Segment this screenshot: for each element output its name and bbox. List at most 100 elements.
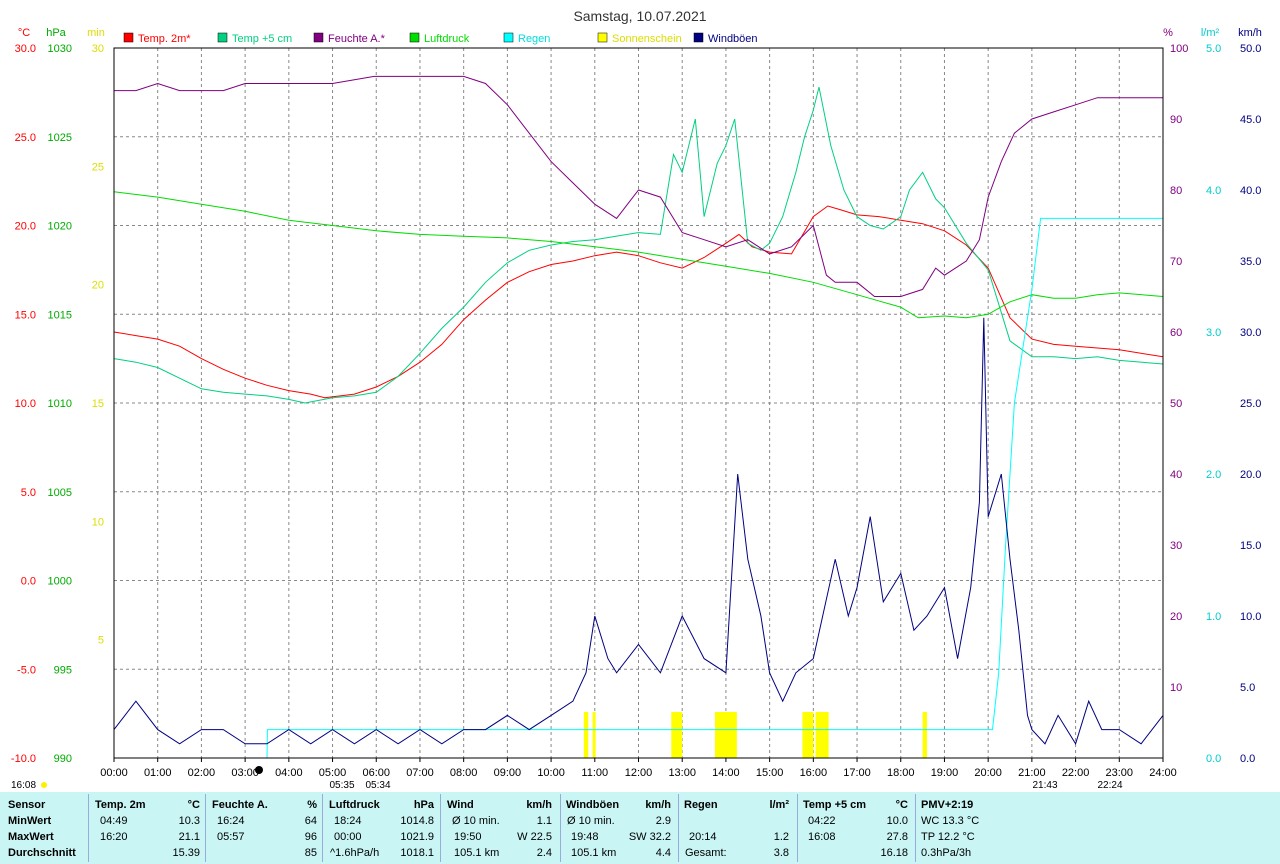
stats-wind-title: Wind (447, 799, 474, 811)
x-tick-label: 21:00 (1018, 767, 1046, 779)
stats-temp2m-column: Temp. 2m °C 04:49 10.3 16:20 21.1 15.39 (92, 792, 204, 864)
stats-temp2m-unit: °C (187, 799, 200, 811)
x-tick-label: 18:00 (887, 767, 915, 779)
x-tick-label: 19:00 (931, 767, 959, 779)
legend-label: Sonnenschein (612, 33, 682, 45)
wind-axis-tick: 0.0 (1240, 753, 1255, 765)
stats-feuchte-title: Feuchte A. (212, 799, 268, 811)
stats-regen-max-value: 1.2 (773, 831, 789, 843)
stats-windboeen-distance: 105.1 km (571, 847, 617, 859)
x-tick-label: 00:00 (100, 767, 128, 779)
x-tick-label: 08:00 (450, 767, 478, 779)
wind-axis-tick: 5.0 (1240, 682, 1255, 694)
sunshine-bar (802, 712, 814, 758)
sun-axis-tick: 5 (98, 635, 104, 647)
legend-swatch (217, 32, 228, 43)
legend-swatch (503, 32, 514, 43)
x-tick-label: 15:00 (756, 767, 784, 779)
rain-axis-tick: 3.0 (1206, 327, 1221, 339)
sunshine-bar (815, 712, 829, 758)
moonrise-label: 05:34 (365, 780, 390, 791)
stats-temp2m-title: Temp. 2m (95, 799, 146, 811)
sunrise-label: 05:35 (329, 780, 354, 791)
stats-luftdruck-unit: hPa (413, 799, 434, 811)
stats-wind-avg10-label: Ø 10 min. (452, 815, 500, 827)
sunshine-bar (592, 712, 596, 758)
wind-axis-unit: km/h (1238, 27, 1262, 39)
x-tick-label: 01:00 (144, 767, 172, 779)
stats-windboeen-column: Windböen km/h Ø 10 min. 2.9 19:48 SW 32.… (563, 792, 675, 864)
stats-row-avg-label: Durchschnitt (8, 847, 76, 859)
x-tick-label: 13:00 (668, 767, 696, 779)
stats-temp2m-max-value: 21.1 (178, 831, 200, 843)
humidity-axis-tick: 80 (1170, 185, 1182, 197)
legend-label: Feuchte A.* (328, 33, 386, 45)
series-line-regen (114, 217, 1163, 759)
stats-wind-max-time: 19:50 (454, 831, 482, 843)
series-line-luftdruck (113, 191, 1164, 319)
pressure-axis-tick: 1015 (48, 309, 72, 321)
chart-axes: 00:00 01:00 02:00 03:00 04:00 05:00 06:00 07:00… (11, 27, 1262, 791)
x-tick-label: 23:00 (1106, 767, 1134, 779)
stats-feuchte-min-value: 64 (304, 815, 317, 827)
rain-axis-tick: 2.0 (1206, 469, 1221, 481)
temp-axis-unit: °C (18, 27, 30, 39)
stats-regen-title: Regen (684, 799, 718, 811)
stats-sensor-title: Sensor (8, 799, 46, 811)
sun-axis-tick: 20 (92, 280, 104, 292)
rain-axis-tick: 0.0 (1206, 753, 1221, 765)
humidity-axis-tick: 70 (1170, 256, 1182, 268)
wind-axis-tick: 35.0 (1240, 256, 1261, 268)
wind-axis-tick: 40.0 (1240, 185, 1261, 197)
sun-icon (41, 782, 47, 788)
temp-axis-tick: 5.0 (21, 487, 36, 499)
sun-axis-tick: 10 (92, 516, 104, 528)
stats-temp5cm-min-time: 04:22 (808, 815, 836, 827)
pressure-axis-tick: 1025 (48, 132, 72, 144)
humidity-axis-tick: 10 (1170, 682, 1182, 694)
stats-luftdruck-average: 1018.1 (400, 847, 434, 859)
rain-axis-unit: l/m² (1201, 27, 1220, 39)
stats-windboeen-avg10-value: 2.9 (655, 815, 671, 827)
x-tick-label: 07:00 (406, 767, 434, 779)
chart-series (113, 75, 1164, 759)
stats-feuchte-column: Feuchte A. % 16:24 64 05:57 96 85 (209, 792, 321, 864)
pressure-axis-tick: 995 (54, 664, 72, 676)
stats-windboeen-title: Windböen (566, 799, 620, 811)
stats-temp2m-min-time: 04:49 (100, 815, 128, 827)
humidity-axis-tick: 40 (1170, 469, 1182, 481)
sunshine-bar (671, 712, 683, 758)
temp-axis-tick: 25.0 (15, 132, 36, 144)
stats-temp5cm-max-time: 16:08 (808, 831, 836, 843)
sun-axis-tick: 15 (92, 398, 104, 410)
stats-pmv-windchill: WC 13.3 °C (921, 815, 980, 827)
chart-grid (114, 48, 1163, 758)
stats-wind-unit: km/h (526, 799, 552, 811)
x-tick-label: 20:00 (974, 767, 1002, 779)
stats-pmv-dewpoint: TP 12.2 °C (921, 831, 975, 843)
sun-axis-tick: 25 (92, 161, 104, 173)
stats-panel: Sensor MinWert MaxWert Durchschnitt Temp… (0, 792, 1280, 864)
stats-temp5cm-average: 16.18 (880, 847, 908, 859)
x-tick-label: 22:00 (1062, 767, 1090, 779)
stats-wind-avg10-value: 1.1 (536, 815, 552, 827)
sunshine-bars (583, 712, 927, 758)
moon-phase-icon (255, 766, 263, 774)
stats-temp2m-average: 15.39 (172, 847, 200, 859)
stats-wind-distance: 105.1 km (454, 847, 500, 859)
wind-axis-tick: 45.0 (1240, 114, 1261, 126)
legend-label: Luftdruck (424, 33, 470, 45)
legend-swatch (597, 32, 608, 43)
stats-sensor-column: Sensor MinWert MaxWert Durchschnitt (6, 792, 88, 864)
sunset-label: 21:43 (1032, 780, 1057, 791)
x-tick-label: 10:00 (537, 767, 565, 779)
stats-feuchte-max-value: 96 (304, 831, 317, 843)
rain-axis-tick: 5.0 (1206, 43, 1221, 55)
legend-swatch (693, 32, 704, 43)
stats-regen-column: Regen l/m² 20:14 1.2 Gesamt: 3.8 (681, 792, 793, 864)
x-tick-label: 14:00 (712, 767, 740, 779)
temp-axis-tick: 15.0 (15, 309, 36, 321)
stats-feuchte-min-time: 16:24 (217, 815, 245, 827)
rain-axis-tick: 4.0 (1206, 185, 1221, 197)
sunshine-bar (583, 712, 589, 758)
